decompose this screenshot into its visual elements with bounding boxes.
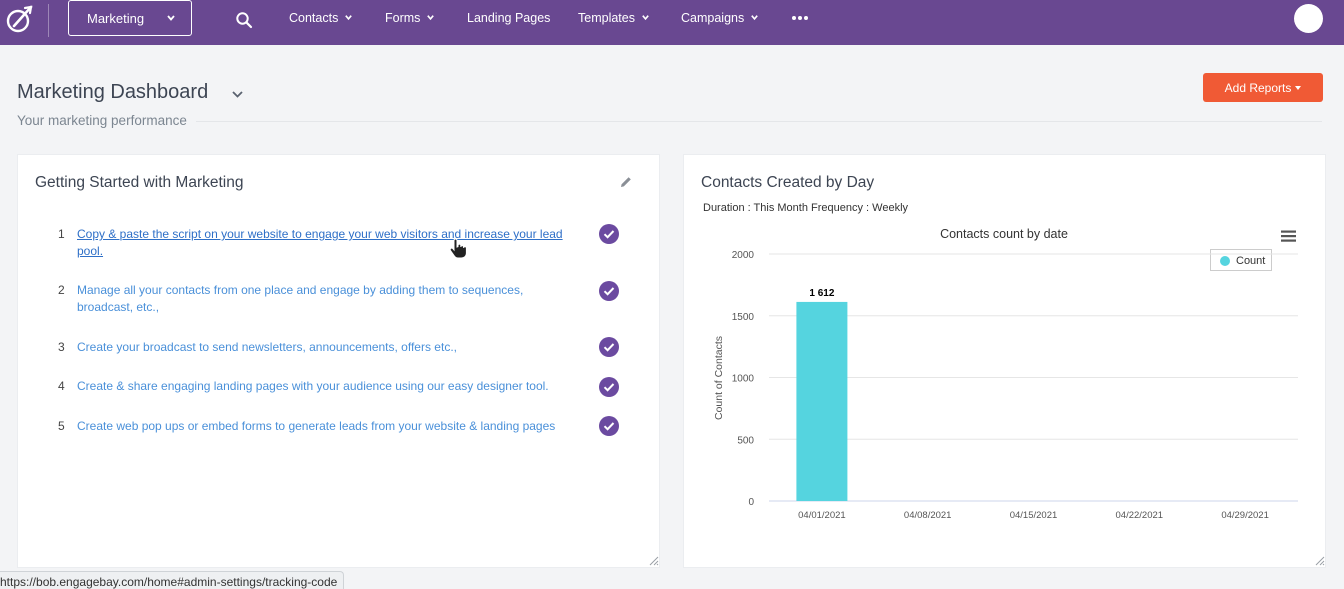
- x-tick-label: 04/01/2021: [798, 510, 846, 521]
- y-tick-label: 500: [737, 435, 754, 446]
- add-reports-label: Add Reports: [1224, 80, 1292, 95]
- y-tick-label: 1000: [732, 374, 755, 385]
- legend-swatch: [1220, 256, 1230, 266]
- step-link-web-popups[interactable]: Create web pop ups or embed forms to gen…: [77, 419, 556, 433]
- chevron-down-icon: [167, 15, 175, 21]
- step-number: 5: [58, 419, 65, 433]
- check-circle-icon: [599, 337, 619, 357]
- chart-data-labels: 1 612: [808, 287, 835, 300]
- chevron-down-icon: [345, 15, 353, 21]
- nav-templates[interactable]: Templates: [578, 11, 650, 27]
- page-title: Marketing Dashboard: [17, 81, 209, 103]
- caret-down-icon: [1295, 85, 1302, 90]
- nav-contacts-label: Contacts: [289, 11, 339, 25]
- x-tick-label: 04/08/2021: [904, 510, 952, 521]
- engagebay-logo-icon[interactable]: [4, 4, 34, 34]
- check-circle-icon: [599, 416, 619, 436]
- bar-data-label: 1 612: [809, 288, 834, 299]
- nav-forms[interactable]: Forms: [385, 11, 435, 27]
- nav-forms-label: Forms: [385, 11, 421, 25]
- search-icon[interactable]: [234, 10, 254, 30]
- more-horizontal-icon[interactable]: [791, 13, 809, 23]
- getting-started-title: Getting Started with Marketing: [35, 174, 244, 191]
- add-reports-button[interactable]: Add Reports: [1203, 73, 1323, 102]
- page-subtitle: Your marketing performance: [17, 113, 187, 128]
- link-preview-status-bar: https://bob.engagebay.com/home#admin-set…: [0, 571, 345, 589]
- nav-landing-pages-label: Landing Pages: [467, 11, 551, 25]
- duration-frequency-text: Duration : This Month Frequency : Weekly: [703, 202, 909, 214]
- nav-landing-pages[interactable]: Landing Pages: [467, 11, 550, 27]
- user-avatar[interactable]: [1294, 4, 1323, 33]
- step-link-manage-contacts[interactable]: Manage all your contacts from one place …: [77, 283, 524, 314]
- chevron-down-icon: [427, 15, 435, 21]
- chart-bars: [796, 301, 848, 501]
- top-navbar: Marketing Contacts Forms Landing Pages T…: [0, 0, 1344, 45]
- nav-contacts[interactable]: Contacts: [289, 11, 353, 27]
- logo-divider: [48, 4, 49, 37]
- legend-label: Count: [1236, 255, 1266, 267]
- chart-y-axis-label: Count of Contacts: [713, 336, 725, 420]
- nav-templates-label: Templates: [578, 11, 635, 25]
- getting-started-card: [17, 154, 660, 568]
- chart-title: Contacts count by date: [940, 227, 1068, 241]
- app-switcher-dropdown[interactable]: Marketing: [68, 0, 192, 36]
- app-switcher-label: Marketing: [87, 11, 145, 26]
- y-tick-label: 0: [748, 497, 754, 508]
- check-circle-icon: [599, 281, 619, 301]
- chart-y-ticks: 0 500 1000 1500 2000: [732, 250, 755, 508]
- x-tick-label: 04/22/2021: [1116, 510, 1164, 521]
- resize-handle-icon[interactable]: [647, 554, 659, 566]
- bar-count-04/01/2021: [796, 301, 848, 501]
- y-tick-label: 1500: [732, 312, 755, 323]
- pencil-edit-icon[interactable]: [619, 175, 633, 189]
- chart-x-ticks: 04/01/2021 04/08/2021 04/15/2021 04/22/2021…: [798, 510, 1269, 521]
- hand-pointer-cursor-icon: [449, 238, 467, 259]
- check-circle-icon: [599, 224, 619, 244]
- step-number: 2: [58, 283, 65, 297]
- header-divider: [196, 121, 1322, 122]
- x-tick-label: 04/15/2021: [1010, 510, 1058, 521]
- step-number: 3: [58, 340, 65, 354]
- nav-campaigns[interactable]: Campaigns: [681, 11, 759, 27]
- chart-gridlines: [769, 253, 1298, 502]
- hamburger-menu-icon[interactable]: [1280, 229, 1297, 243]
- step-number: 4: [58, 379, 65, 393]
- check-circle-icon: [599, 377, 619, 397]
- chevron-down-icon: [642, 15, 649, 21]
- y-tick-label: 2000: [732, 250, 755, 261]
- step-link-landing-pages[interactable]: Create & share engaging landing pages wi…: [77, 379, 549, 393]
- step-link-tracking-script[interactable]: Copy & paste the script on your website …: [77, 227, 563, 258]
- chevron-down-icon: [751, 15, 759, 21]
- step-number: 1: [58, 227, 65, 241]
- x-tick-label: 04/29/2021: [1221, 510, 1269, 521]
- contacts-card-title: Contacts Created by Day: [701, 174, 875, 191]
- nav-campaigns-label: Campaigns: [681, 11, 745, 25]
- chevron-down-icon[interactable]: [231, 89, 244, 99]
- resize-handle-icon[interactable]: [1313, 554, 1325, 566]
- contacts-by-day-card: [683, 154, 1326, 568]
- step-link-create-broadcast[interactable]: Create your broadcast to send newsletter…: [77, 340, 457, 354]
